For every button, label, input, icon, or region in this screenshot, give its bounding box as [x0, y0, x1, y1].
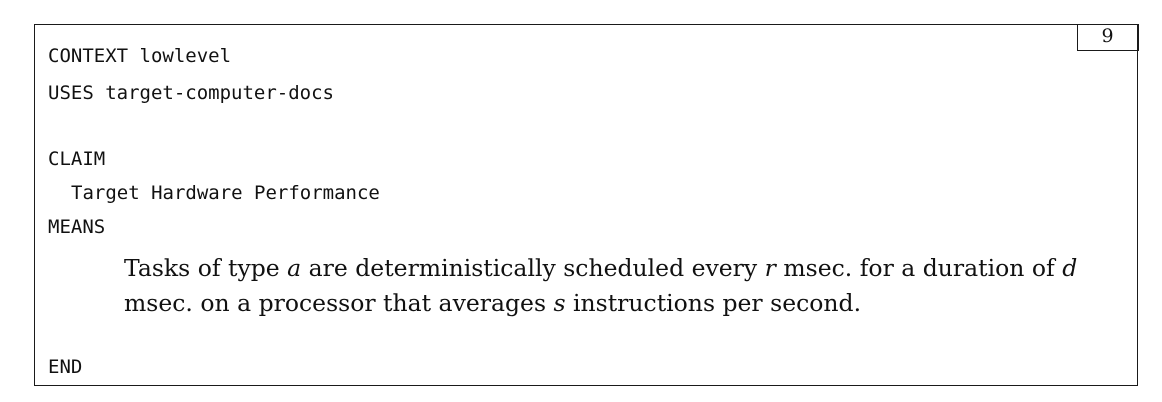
claim-keyword: CLAIM: [48, 148, 106, 170]
math-variable: s: [553, 289, 566, 317]
means-text-segment: are deterministically scheduled every: [301, 254, 765, 282]
claim-name: Target Hardware Performance: [71, 182, 380, 204]
means-keyword: MEANS: [48, 216, 106, 238]
means-text-segment: Tasks of type: [124, 254, 288, 282]
uses-line: USES target-computer-docs: [48, 81, 334, 105]
means-paragraph: Tasks of type a are deterministically sc…: [124, 251, 1084, 321]
context-line: CONTEXT lowlevel: [48, 44, 231, 68]
box-number-badge: 9: [1076, 23, 1139, 51]
uses-keyword: USES: [48, 82, 94, 104]
math-variable: d: [1062, 254, 1078, 282]
specification-box: 9 CONTEXT lowlevel USES target-computer-…: [34, 23, 1139, 386]
means-text-segment: msec. for a duration of: [775, 254, 1063, 282]
context-value: lowlevel: [139, 45, 232, 67]
means-text-segment: instructions per second.: [565, 289, 862, 317]
math-variable: r: [764, 254, 776, 282]
means-description: Tasks of type a are deterministically sc…: [124, 251, 1084, 321]
context-keyword: CONTEXT: [48, 45, 129, 67]
uses-value: target-computer-docs: [105, 82, 334, 104]
math-variable: a: [287, 254, 302, 282]
end-keyword: END: [48, 356, 83, 378]
means-text-segment: msec. on a processor that averages: [124, 289, 554, 317]
